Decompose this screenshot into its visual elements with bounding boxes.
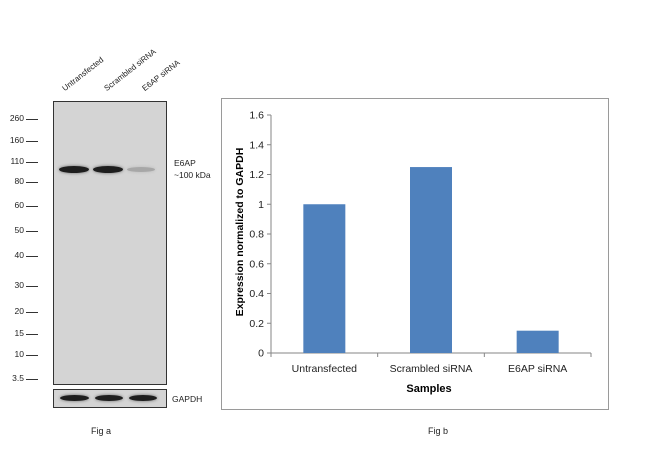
marker-label: 80	[14, 176, 24, 186]
bar-chart: 0 0.2 0.4 0.6 0.8 1 1.2 1.4 1.6 Untransfected Scr…	[234, 110, 592, 395]
marker-label: 15	[14, 328, 24, 338]
marker-tick	[26, 162, 38, 163]
marker-tick	[26, 141, 38, 142]
y-axis: 0 0.2 0.4 0.6 0.8 1 1.2 1.4 1.6	[249, 110, 272, 360]
marker-tick	[26, 206, 38, 207]
x-tick-label: Scrambled siRNA	[390, 363, 473, 375]
bar-untransfected	[303, 204, 346, 353]
y-tick-label: 0.8	[249, 229, 264, 241]
target-protein-label: E6AP	[174, 158, 196, 168]
bar-e6ap-sirna	[516, 330, 559, 353]
marker-tick	[26, 312, 38, 313]
marker-tick	[26, 231, 38, 232]
bar-chart-frame: 0 0.2 0.4 0.6 0.8 1 1.2 1.4 1.6 Untransfected Scr…	[221, 98, 609, 410]
loading-control-blot	[53, 389, 167, 408]
band-gapdh	[60, 395, 89, 401]
lane-label-untransfected: Untransfected	[60, 55, 106, 93]
marker-label: 30	[14, 280, 24, 290]
y-tick-label: 0.6	[249, 258, 264, 270]
marker-label: 3.5	[12, 373, 24, 383]
marker-tick	[26, 355, 38, 356]
bar-scrambled-sirna	[410, 167, 452, 353]
loading-control-label: GAPDH	[172, 394, 203, 404]
y-tick-label: 0.4	[249, 288, 264, 300]
lane-label-e6ap-sirna: E6AP siRNA	[140, 58, 182, 93]
marker-label: 60	[14, 200, 24, 210]
marker-label: 160	[9, 135, 24, 145]
marker-tick	[26, 379, 38, 380]
band-gapdh	[95, 395, 123, 401]
band-e6ap	[127, 167, 155, 172]
blot-image	[53, 101, 167, 385]
band-e6ap	[59, 166, 89, 173]
y-tick-label: 0.2	[249, 318, 264, 330]
y-tick-label: 1.4	[249, 139, 264, 151]
marker-label: 20	[14, 306, 24, 316]
marker-tick	[26, 256, 38, 257]
fig-a-caption: Fig a	[91, 426, 112, 436]
marker-tick	[26, 182, 38, 183]
band-e6ap	[93, 166, 123, 173]
marker-label: 50	[14, 225, 24, 235]
marker-tick	[26, 334, 38, 335]
x-axis: Untransfected Scrambled siRNA E6AP siRNA	[270, 352, 592, 375]
marker-label: 40	[14, 250, 24, 260]
x-tick-label: Untransfected	[292, 363, 358, 375]
x-tick-label: E6AP siRNA	[508, 363, 567, 375]
x-axis-label: Samples	[406, 383, 451, 395]
marker-label: 110	[10, 156, 24, 166]
bars	[303, 167, 559, 353]
marker-label: 260	[9, 113, 24, 123]
target-size-label: ~100 kDa	[174, 170, 211, 180]
band-gapdh	[129, 395, 157, 401]
y-axis-label: Expression normalized to GAPDH	[234, 148, 246, 317]
y-tick-label: 1.2	[249, 169, 264, 181]
fig-b-caption: Fig b	[428, 426, 449, 436]
y-tick-label: 1	[258, 199, 264, 211]
marker-tick	[26, 286, 38, 287]
y-tick-label: 1.6	[249, 110, 264, 122]
y-tick-label: 0	[258, 348, 264, 360]
marker-tick	[26, 119, 38, 120]
marker-label: 10	[14, 349, 24, 359]
